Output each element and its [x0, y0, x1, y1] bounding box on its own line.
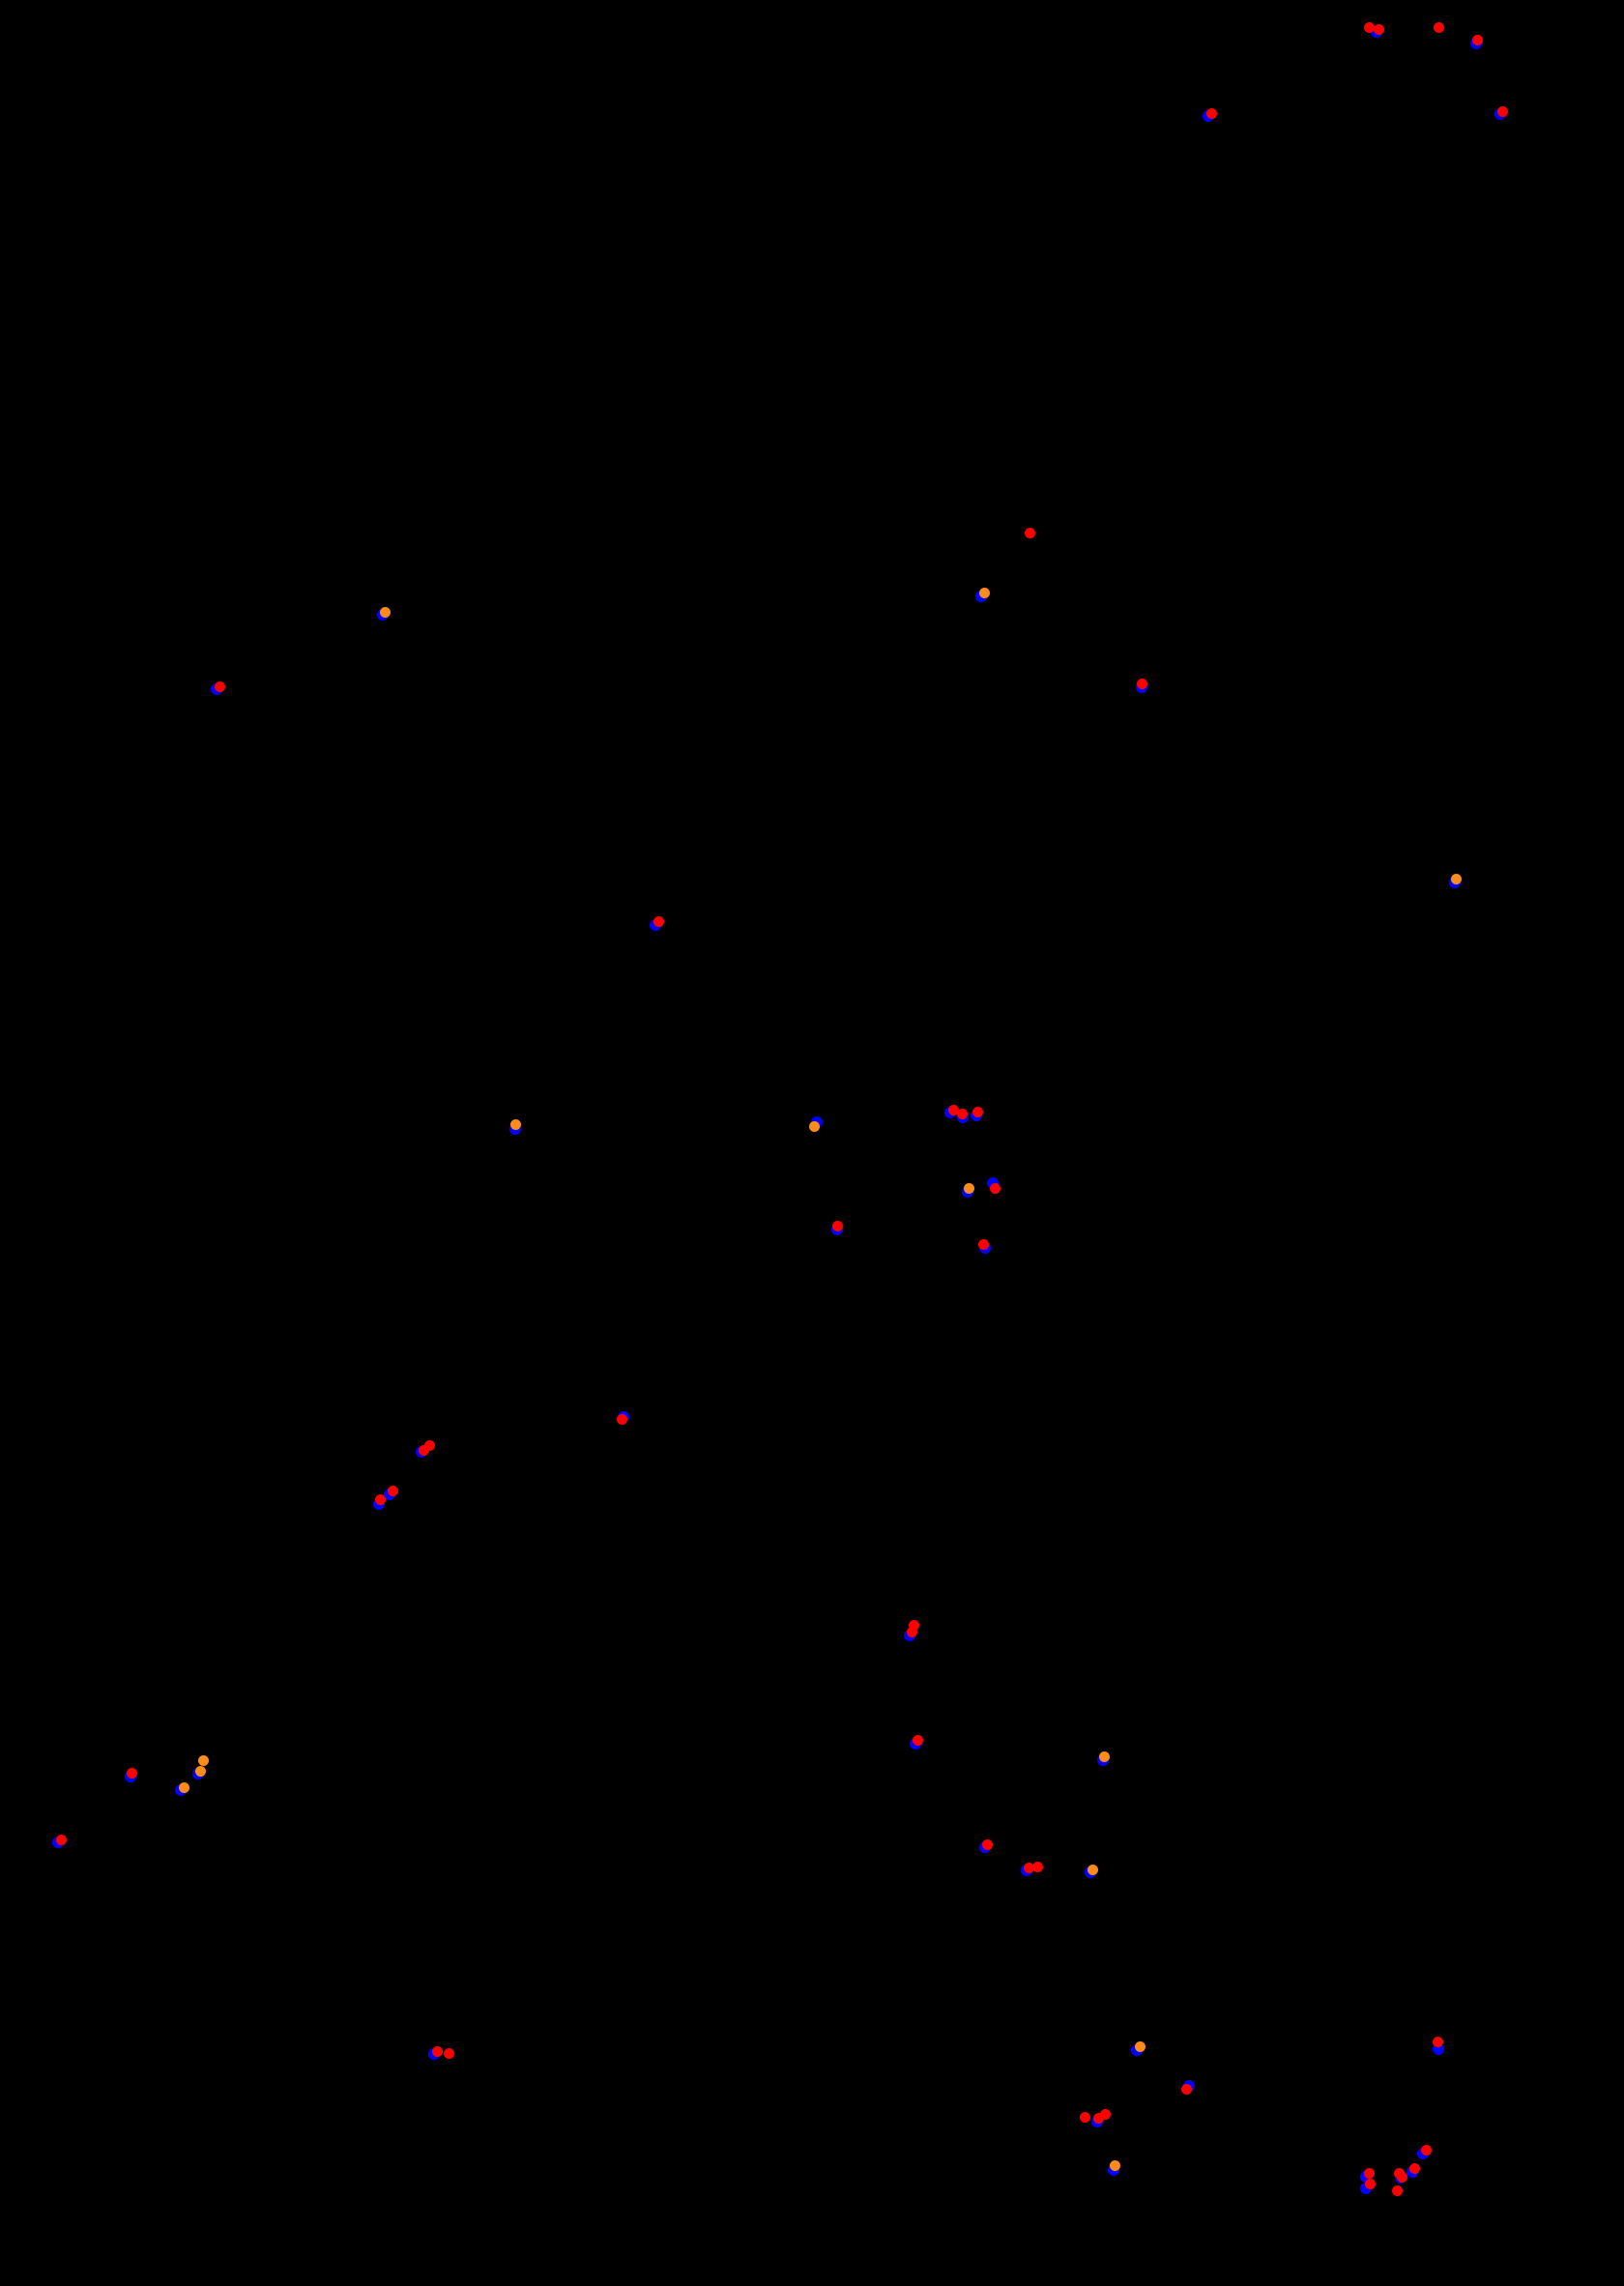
detection-marker-red: [1471, 34, 1483, 45]
detection-marker-orange: [197, 1754, 209, 1766]
detection-marker-orange: [978, 587, 990, 598]
detection-marker-red: [1031, 1861, 1043, 1872]
detection-marker-red: [1364, 2178, 1376, 2189]
detection-marker-red: [1420, 2144, 1432, 2156]
detection-marker-red: [126, 1767, 137, 1779]
detection-marker-red: [1024, 527, 1035, 538]
detection-marker-orange: [178, 1781, 189, 1793]
detection-marker-red: [1136, 678, 1147, 689]
detection-marker-red: [1408, 2162, 1420, 2174]
detection-marker-red: [908, 1619, 919, 1631]
detection-marker-red: [374, 1493, 386, 1505]
detection-marker-red: [1396, 2171, 1407, 2183]
detection-marker-orange: [194, 1765, 206, 1777]
detection-marker-red: [1363, 2167, 1375, 2179]
detection-marker-red: [1433, 21, 1444, 33]
detection-marker-red: [977, 1238, 989, 1250]
detection-marker-orange: [1450, 873, 1462, 884]
detection-marker-orange: [808, 1120, 820, 1132]
detection-marker-orange: [1087, 1864, 1098, 1875]
detection-marker-orange: [963, 1182, 974, 1194]
detection-marker-red: [55, 1834, 67, 1845]
detection-marker-red: [989, 1182, 1000, 1194]
detection-marker-orange: [379, 606, 391, 618]
detection-marker-red: [1092, 2112, 1104, 2124]
detection-marker-red: [981, 1838, 993, 1850]
detection-marker-red: [912, 1734, 923, 1746]
detection-marker-red: [1432, 2036, 1443, 2047]
detection-marker-orange: [1134, 2040, 1146, 2052]
detection-marker-red: [423, 1439, 435, 1451]
detection-marker-red: [431, 2045, 443, 2057]
detection-marker-orange: [1109, 2159, 1120, 2171]
detection-marker-red: [418, 1444, 429, 1456]
detection-marker-red: [831, 1220, 843, 1231]
detection-marker-red: [956, 1108, 968, 1119]
detection-marker-red: [443, 2047, 454, 2059]
detection-marker-orange: [509, 1118, 521, 1130]
detection-marker-red: [616, 1413, 627, 1425]
detection-marker-red: [1099, 2108, 1111, 2120]
detection-marker-red: [1373, 23, 1384, 35]
detection-marker-red: [1363, 21, 1375, 33]
detection-marker-red: [214, 680, 225, 692]
detection-marker-orange: [1098, 1751, 1110, 1762]
detection-marker-red: [652, 915, 664, 927]
detection-marker-red: [906, 1626, 917, 1637]
detection-marker-red: [387, 1485, 398, 1496]
detection-marker-red: [1180, 2083, 1192, 2095]
detection-marker-red: [1023, 1862, 1034, 1873]
detection-marker-red: [1496, 105, 1508, 117]
detection-marker-red: [1079, 2111, 1090, 2123]
detection-marker-red: [972, 1106, 983, 1117]
detection-marker-red: [947, 1104, 959, 1115]
detection-marker-red: [1205, 107, 1217, 119]
detection-marker-red: [1391, 2185, 1403, 2196]
